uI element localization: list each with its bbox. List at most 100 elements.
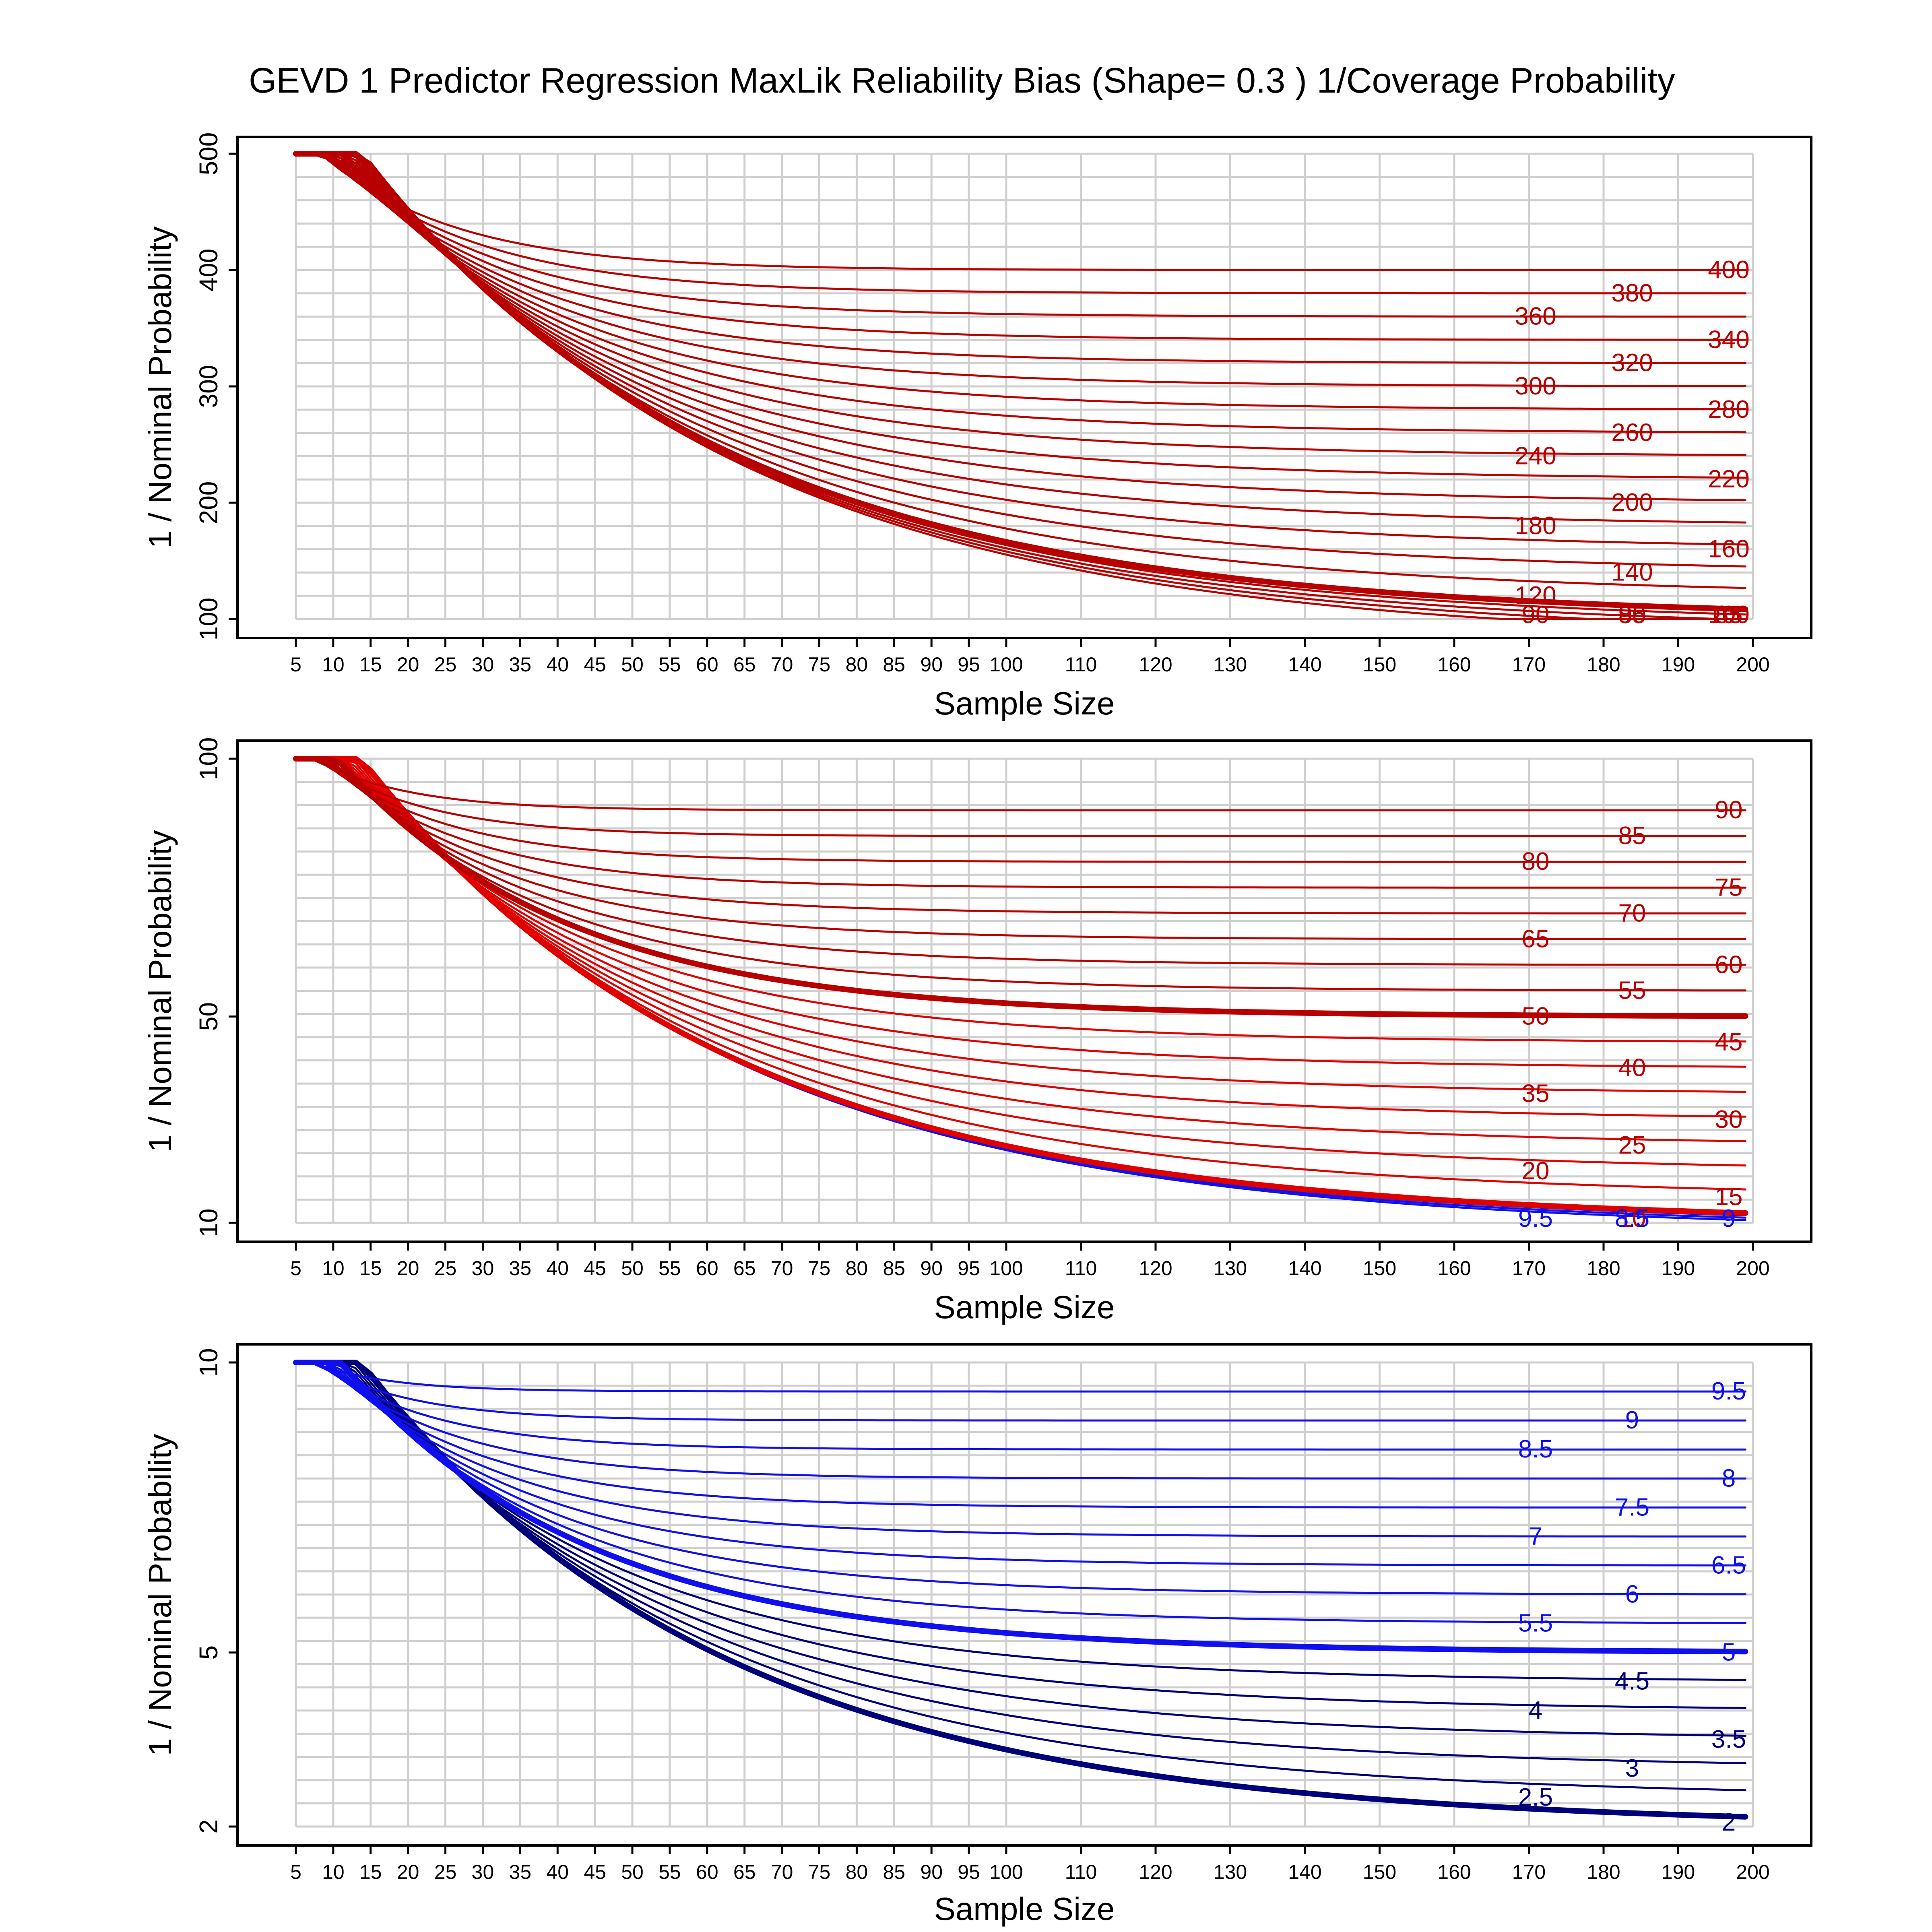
contour-line: [295, 153, 1746, 411]
x-tick-label: 100: [989, 1257, 1023, 1280]
x-tick-label: 80: [846, 653, 868, 676]
contour-line: [295, 153, 1746, 568]
contour-lines: [293, 756, 1748, 1221]
contour-label: 5: [1722, 1639, 1736, 1666]
x-tick-label: 100: [989, 653, 1023, 676]
x-tick-label: 190: [1662, 653, 1695, 676]
x-tick-label: 10: [322, 1861, 345, 1883]
x-tick-label: 10: [322, 1257, 345, 1280]
contour-label: 75: [1715, 873, 1743, 901]
contour-label: 15: [1715, 1183, 1743, 1211]
y-tick-label: 400: [194, 249, 223, 292]
x-tick-label: 35: [509, 1257, 532, 1280]
contour-line: [295, 1361, 1746, 1596]
contour-line: [295, 758, 1746, 889]
x-tick-label: 65: [733, 1257, 756, 1280]
x-tick-label: 65: [733, 1861, 756, 1883]
contour-line: [295, 1361, 1746, 1422]
x-tick-label: 90: [920, 653, 943, 676]
contour-label: 260: [1611, 419, 1653, 447]
x-tick-label: 140: [1288, 1257, 1321, 1280]
contour-line: [295, 758, 1746, 992]
x-tick-label: 120: [1139, 1257, 1172, 1280]
x-tick-label: 90: [920, 1861, 943, 1883]
x-tick-label: 180: [1587, 1257, 1620, 1280]
contour-line: [295, 1361, 1746, 1451]
chart-title: GEVD 1 Predictor Regression MaxLik Relia…: [249, 60, 1675, 100]
x-tick-label: 60: [696, 653, 718, 676]
x-tick-label: 110: [1065, 1861, 1097, 1883]
contour-label: 3: [1625, 1754, 1639, 1782]
contour-label: 70: [1618, 899, 1646, 927]
contour-label: 20: [1522, 1157, 1550, 1185]
x-tick-label: 40: [546, 653, 569, 676]
x-tick-label: 40: [546, 1257, 569, 1280]
x-tick-label: 15: [359, 653, 382, 676]
contour-line: [295, 758, 1746, 1093]
x-tick-label: 110: [1065, 1257, 1097, 1280]
contour-line: [295, 153, 1746, 318]
contour-line: [295, 758, 1746, 1142]
contour-label: 60: [1715, 951, 1743, 978]
x-tick-label: 65: [733, 653, 756, 676]
contour-line: [295, 153, 1746, 546]
contour-label: 160: [1708, 535, 1749, 563]
contour-line: [295, 758, 1746, 940]
contour-line: [295, 153, 1746, 271]
contour-labels: 90 85 80 75 70 65 60 55 50 45 40 35 30 25 20 15 10 9.5 9 8.…: [1518, 796, 1743, 1232]
contour-label: 50: [1522, 1003, 1550, 1030]
contour-label: 90: [1522, 601, 1550, 629]
contour-label: 180: [1515, 512, 1556, 540]
contour-line: [295, 758, 1746, 1191]
contour-label: 95: [1618, 601, 1646, 629]
x-tick-label: 5: [290, 653, 301, 676]
contour-label: 220: [1708, 465, 1749, 493]
contour-label: 200: [1611, 489, 1653, 516]
x-tick-label: 95: [958, 1257, 980, 1280]
x-tick-label: 35: [509, 653, 532, 676]
x-axis: 5 10 15 20 25 30 35 40 45 50 55 60 65 70 75 80 85 90 95 100…: [290, 1845, 1770, 1927]
x-tick-label: 15: [359, 1257, 382, 1280]
x-tick-label: 85: [883, 1257, 906, 1280]
x-tick-label: 30: [472, 1257, 494, 1280]
x-tick-label: 70: [771, 653, 793, 676]
x-tick-label: 80: [846, 1257, 868, 1280]
x-tick-label: 95: [958, 1861, 980, 1883]
contour-label: 6: [1625, 1581, 1639, 1608]
x-tick-label: 25: [434, 1861, 457, 1883]
y-axis: 10 50 100 1 / Nominal Probability: [142, 737, 237, 1237]
x-tick-label: 5: [290, 1861, 301, 1883]
contour-label: 280: [1708, 396, 1749, 423]
contour-line: [295, 153, 1746, 479]
x-tick-label: 20: [397, 653, 419, 676]
x-tick-label: 200: [1736, 1861, 1769, 1883]
contour-label: 4.5: [1615, 1668, 1649, 1695]
x-tick-label: 70: [771, 1257, 793, 1280]
contour-line: [293, 756, 1748, 1019]
contour-labels: 400 380 360 340 320 300 280 260 240 220 200 180 160 1…: [1515, 256, 1749, 629]
contour-line: [295, 1361, 1746, 1765]
y-tick-label: 50: [194, 1002, 223, 1031]
x-tick-label: 160: [1437, 1257, 1471, 1280]
contour-label: 120: [1515, 582, 1556, 609]
contour-label: 25: [1618, 1131, 1646, 1159]
contour-label: 35: [1522, 1080, 1550, 1108]
contour-line: [295, 758, 1746, 863]
x-tick-label: 30: [472, 653, 494, 676]
contour-label: 9.5: [1518, 1205, 1553, 1232]
x-tick-label: 60: [696, 1861, 718, 1883]
contour-line: [295, 153, 1746, 456]
contour-line: [295, 1361, 1746, 1509]
contour-label: 5.5: [1518, 1610, 1553, 1637]
panels: 4003803603403203002802602402202001801601…: [142, 132, 1812, 1927]
contour-label: 340: [1708, 326, 1749, 353]
x-tick-label: 55: [658, 1861, 681, 1883]
contour-label: 80: [1618, 601, 1646, 629]
chart-panel-2: 90 85 80 75 70 65 60 55 50 45 40 35 30 25 20 15 10 9.5 9 8.…: [142, 737, 1812, 1325]
contour-label: 100: [1708, 601, 1749, 629]
x-tick-label: 200: [1736, 653, 1769, 676]
contour-label: 400: [1708, 256, 1749, 284]
y-axis-label: 1 / Nominal Probability: [142, 1434, 178, 1756]
x-tick-label: 130: [1214, 653, 1247, 676]
